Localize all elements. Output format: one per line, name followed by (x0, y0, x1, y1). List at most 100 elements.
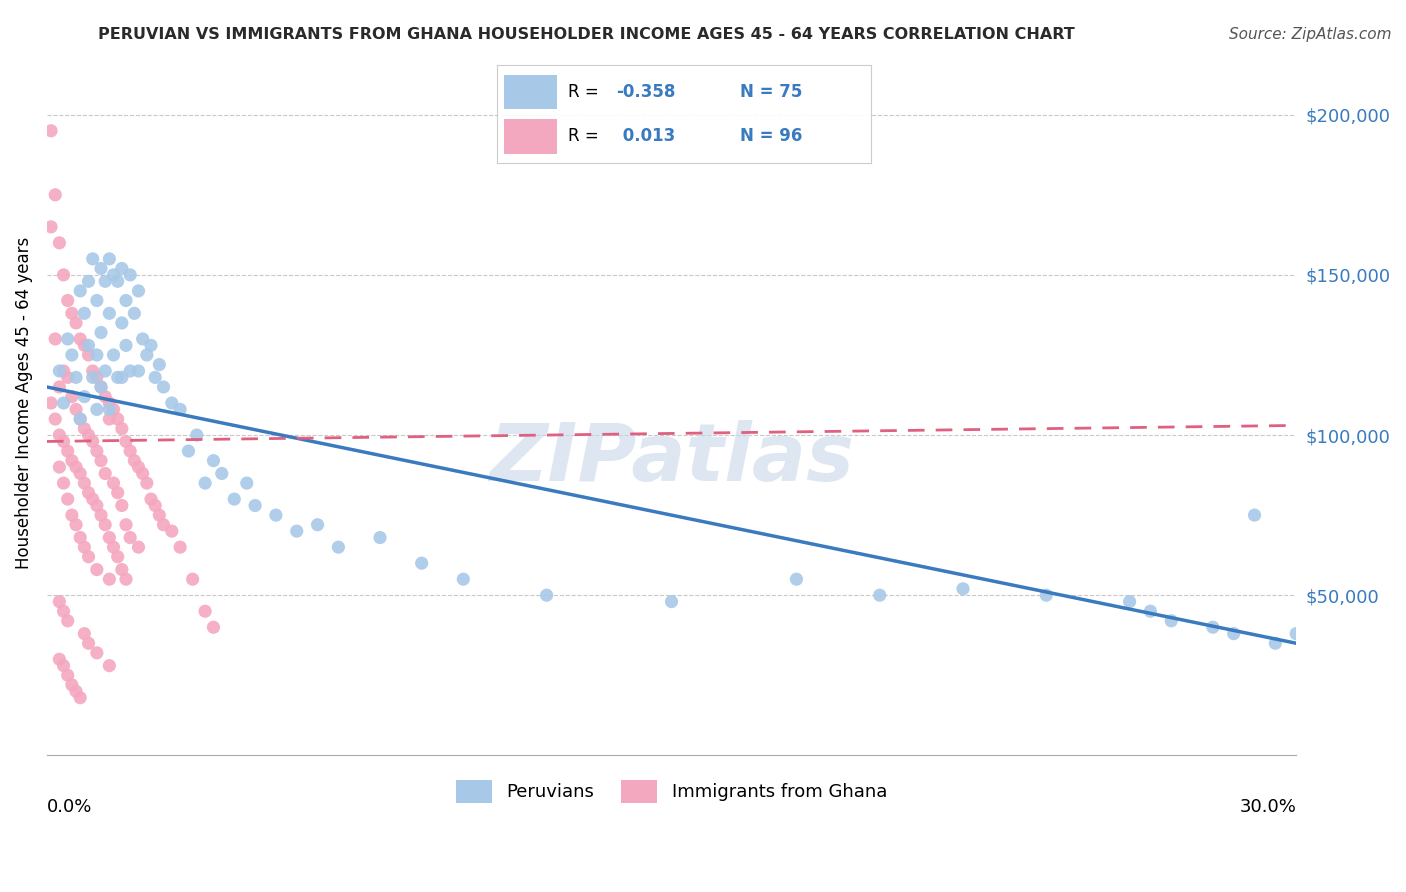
Point (77, 485, 100, 500)
Point (111, 316, 134, 330)
Point (73, 422, 96, 436)
Point (82, 252, 104, 266)
Point (86, 402, 108, 417)
Point (111, 370, 134, 384)
Point (56, 332, 79, 346)
Point (107, 412, 129, 426)
Point (103, 540, 125, 554)
Point (115, 572, 138, 586)
Point (48, 460, 70, 475)
Point (94, 390, 117, 404)
Point (94, 517, 117, 532)
Point (52, 604, 75, 618)
Point (90, 380, 112, 394)
Point (952, 582, 974, 596)
Point (73, 390, 96, 404)
Point (98, 402, 121, 417)
Point (60, 453, 83, 467)
Text: ZIPatlas: ZIPatlas (489, 420, 853, 499)
Point (107, 370, 129, 384)
Point (160, 524, 183, 538)
Point (124, 453, 146, 467)
Point (60, 508, 83, 522)
Point (143, 370, 166, 384)
Point (103, 476, 125, 491)
Point (52, 268, 75, 282)
Point (135, 348, 157, 362)
Point (90, 326, 112, 340)
Point (124, 306, 146, 320)
Point (60, 306, 83, 320)
Point (69, 332, 91, 346)
Point (243, 499, 266, 513)
Point (94, 467, 117, 481)
Point (160, 396, 183, 410)
Point (111, 499, 134, 513)
Point (82, 364, 104, 378)
Point (98, 531, 121, 545)
Point (82, 492, 104, 507)
Point (65, 316, 87, 330)
Point (120, 364, 142, 378)
Point (69, 531, 91, 545)
Point (148, 358, 170, 372)
Point (328, 540, 350, 554)
Point (77, 338, 100, 352)
Point (264, 508, 287, 522)
Point (111, 261, 134, 276)
Point (869, 588, 891, 602)
Point (86, 444, 108, 458)
Point (69, 467, 91, 481)
Text: 0.0%: 0.0% (46, 797, 93, 815)
Point (56, 614, 79, 628)
Point (307, 517, 329, 532)
Point (60, 390, 83, 404)
Point (56, 492, 79, 507)
Point (135, 476, 157, 491)
Point (52, 434, 75, 449)
Point (131, 467, 153, 481)
Point (52, 396, 75, 410)
Point (1222, 626, 1244, 640)
Point (56, 370, 79, 384)
Point (111, 422, 134, 436)
Point (128, 540, 150, 554)
Point (48, 652, 70, 666)
Point (152, 517, 174, 532)
Point (39, 124, 62, 138)
Point (120, 531, 142, 545)
Point (73, 306, 96, 320)
Point (1202, 620, 1225, 634)
Point (94, 364, 117, 378)
Point (98, 306, 121, 320)
Point (52, 658, 75, 673)
Point (202, 453, 225, 467)
Point (44, 332, 66, 346)
Point (128, 460, 150, 475)
Point (65, 460, 87, 475)
Point (128, 284, 150, 298)
Point (128, 364, 150, 378)
Point (103, 348, 125, 362)
Point (65, 517, 87, 532)
Point (65, 402, 87, 417)
Point (94, 274, 117, 288)
Point (453, 572, 475, 586)
Point (90, 508, 112, 522)
Point (236, 476, 259, 491)
Point (48, 235, 70, 250)
Point (44, 412, 66, 426)
Point (98, 412, 121, 426)
Point (181, 572, 204, 586)
Point (39, 219, 62, 234)
Point (69, 412, 91, 426)
Point (82, 370, 104, 384)
Point (1035, 588, 1057, 602)
Point (103, 268, 125, 282)
Point (169, 402, 191, 417)
Point (202, 620, 225, 634)
Text: 30.0%: 30.0% (1239, 797, 1296, 815)
Point (1285, 626, 1308, 640)
Point (69, 690, 91, 705)
Point (69, 284, 91, 298)
